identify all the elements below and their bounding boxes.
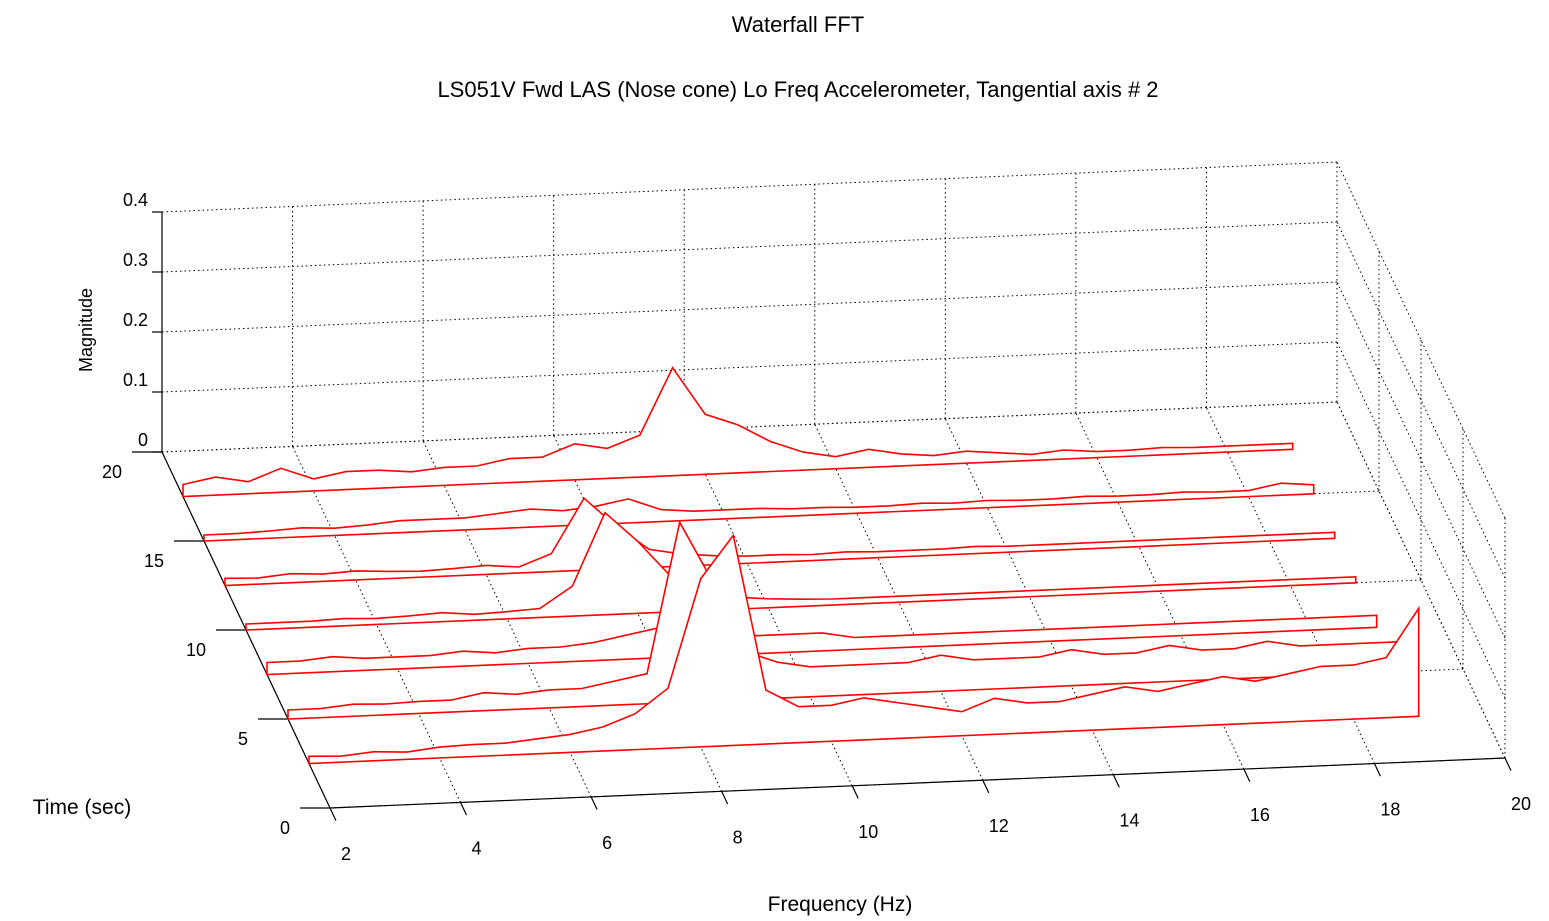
z-tick-label: 0.3: [123, 250, 148, 270]
y-tick-label: 10: [186, 640, 206, 660]
y-tick-label: 15: [144, 551, 164, 571]
x-tick-label: 10: [858, 822, 878, 842]
spectrum-trace: [287, 520, 1399, 720]
spectrum-trace: [308, 533, 1420, 765]
back-wall-grid-line: [161, 281, 1338, 333]
y-tick-label: 5: [238, 729, 248, 749]
x-tick-mark: [851, 785, 859, 799]
x-tick-mark: [1504, 757, 1512, 771]
side-wall-grid-line: [1336, 281, 1506, 639]
x-tick-mark: [721, 791, 729, 805]
x-tick-mark: [982, 779, 990, 794]
z-tick-label: 0.4: [123, 190, 148, 210]
axis-layer: [132, 211, 1512, 821]
spectrum-trace: [224, 496, 1336, 587]
spectrum-trace: [203, 482, 1315, 542]
z-tick-label: 0.1: [123, 370, 148, 390]
x-tick-mark: [460, 802, 468, 816]
axis-line: [329, 757, 1506, 809]
z-tick-label: 0.2: [123, 310, 148, 330]
label-layer: Waterfall FFT LS051V Fwd LAS (Nose cone)…: [33, 12, 1531, 916]
y-tick-label: 20: [102, 462, 122, 482]
y-axis-label: Time (sec): [33, 796, 131, 819]
x-tick-label: 16: [1250, 805, 1270, 825]
spectrum-trace: [266, 614, 1378, 676]
x-tick-mark: [590, 796, 598, 810]
x-tick-label: 6: [602, 833, 612, 853]
back-wall-grid-line: [161, 161, 1338, 213]
x-tick-mark: [1112, 774, 1120, 788]
spectrum-trace: [245, 511, 1357, 631]
spectrum-trace: [182, 366, 1294, 498]
back-wall-grid-line: [161, 221, 1338, 273]
x-tick-label: 14: [1119, 811, 1139, 831]
x-tick-label: 12: [989, 816, 1009, 836]
chart-subtitle: LS051V Fwd LAS (Nose cone) Lo Freq Accel…: [437, 77, 1158, 102]
data-layer: [182, 366, 1420, 765]
back-wall-grid-line: [161, 341, 1338, 393]
x-tick-mark: [1243, 768, 1251, 783]
x-tick-label: 18: [1380, 800, 1400, 820]
x-tick-label: 8: [733, 827, 743, 847]
y-tick-label: 0: [280, 818, 290, 838]
x-tick-label: 2: [341, 844, 351, 864]
x-axis-label: Frequency (Hz): [768, 893, 913, 916]
x-tick-mark: [329, 807, 337, 821]
x-tick-mark: [1373, 763, 1381, 777]
chart-title: Waterfall FFT: [732, 12, 864, 37]
x-tick-label: 20: [1511, 794, 1531, 814]
z-tick-label: 0: [138, 430, 148, 450]
z-axis-label: Magnitude: [76, 288, 96, 372]
x-tick-label: 4: [472, 838, 482, 858]
